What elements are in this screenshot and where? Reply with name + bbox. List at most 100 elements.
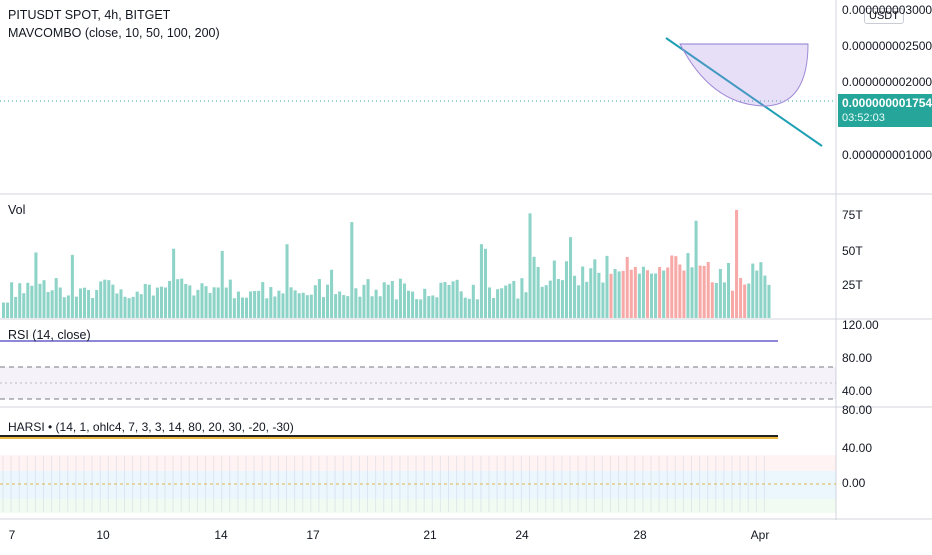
- volume-bar: [103, 279, 107, 318]
- volume-bar: [435, 297, 439, 318]
- volume-bar: [155, 287, 159, 318]
- volume-bar: [731, 290, 735, 318]
- volume-bar: [654, 273, 658, 318]
- volume-bar: [54, 278, 58, 318]
- volume-bar: [455, 279, 459, 318]
- volume-bar: [641, 266, 645, 318]
- volume-bar: [200, 283, 204, 318]
- volume-bar: [674, 256, 678, 318]
- volume-bar: [423, 288, 427, 318]
- volume-bar: [34, 252, 38, 318]
- volume-bar: [70, 254, 74, 318]
- volume-bar: [261, 282, 265, 318]
- volume-bar: [168, 280, 172, 318]
- volume-bar: [528, 213, 532, 318]
- volume-bar: [216, 287, 220, 318]
- volume-bar: [212, 287, 216, 318]
- harsi-pane-title[interactable]: HARSI • (14, 1, ohlc4, 7, 3, 3, 14, 80, …: [8, 420, 294, 434]
- volume-bar: [722, 282, 726, 318]
- volume-bar: [224, 287, 228, 318]
- volume-bar: [706, 262, 710, 318]
- volume-bar: [678, 264, 682, 318]
- volume-bar: [95, 290, 99, 318]
- harsi-os-zone: [0, 499, 836, 513]
- volume-bar: [633, 267, 637, 318]
- volume-bar: [407, 290, 411, 318]
- time-tick-24: 24: [515, 528, 529, 542]
- volume-bar: [249, 291, 253, 318]
- time-tick-apr: Apr: [750, 528, 770, 542]
- cup-pattern-shape: [679, 43, 809, 107]
- volume-bar: [62, 297, 66, 318]
- volume-bar: [127, 298, 131, 318]
- volume-bar: [22, 293, 26, 318]
- volume-bar: [496, 289, 500, 318]
- volume-bar: [560, 280, 564, 318]
- volume-bar: [297, 293, 301, 318]
- rsi-label-40: 40.00: [842, 384, 873, 398]
- volume-bar: [277, 290, 281, 318]
- volume-bar: [402, 283, 406, 318]
- volume-bar: [747, 283, 751, 318]
- volume-bar: [479, 244, 483, 318]
- volume-bar: [83, 287, 87, 318]
- harsi-label-0: 0.00: [842, 476, 866, 490]
- volume-bar: [726, 262, 730, 318]
- rsi-label-80: 80.00: [842, 351, 873, 365]
- mavcombo-indicator-label[interactable]: MAVCOMBO (close, 10, 50, 100, 200): [8, 26, 220, 40]
- descending-trendline: [665, 37, 823, 147]
- volume-bar: [14, 296, 18, 318]
- volume-bar: [751, 263, 755, 318]
- volume-bar: [50, 290, 54, 318]
- volume-bar: [394, 299, 398, 318]
- currency-badge[interactable]: USDT: [864, 8, 904, 24]
- volume-bar: [176, 279, 180, 318]
- volume-bar: [66, 295, 70, 318]
- symbol-title[interactable]: PITUSDT SPOT, 4h, BITGET: [8, 8, 171, 22]
- volume-bar: [524, 292, 528, 318]
- volume-bar: [46, 291, 50, 318]
- price-label-1000: 0.000000001000: [842, 148, 932, 162]
- rsi-pane-title[interactable]: RSI (14, close): [8, 328, 91, 342]
- volume-bar: [483, 248, 487, 318]
- volume-bar: [755, 270, 759, 318]
- volume-bar: [151, 295, 155, 318]
- volume-pane-title[interactable]: Vol: [8, 203, 26, 217]
- volume-bar: [411, 291, 415, 318]
- volume-bar: [334, 294, 338, 318]
- volume-bar: [597, 272, 601, 318]
- volume-bar: [666, 267, 670, 318]
- volume-bar: [763, 275, 767, 318]
- volume-bar: [532, 256, 536, 318]
- volume-bar: [512, 280, 516, 318]
- rsi-label-120: 120.00: [842, 318, 879, 332]
- price-label-3000: 0.000000003000: [842, 3, 932, 17]
- volume-bar: [370, 296, 374, 318]
- volume-bar: [326, 284, 330, 318]
- time-tick-14: 14: [214, 528, 228, 542]
- volume-bar: [338, 291, 342, 318]
- volume-bar: [293, 290, 297, 318]
- volume-bar: [342, 295, 346, 318]
- volume-bar: [58, 287, 62, 318]
- volume-bar: [374, 289, 378, 318]
- volume-bar: [139, 294, 143, 318]
- volume-bar: [690, 267, 694, 318]
- volume-bar: [536, 267, 540, 318]
- volume-bar: [87, 290, 91, 318]
- volume-bar: [301, 292, 305, 318]
- volume-bar: [10, 282, 14, 318]
- harsi-label-80: 80.00: [842, 403, 873, 417]
- volume-bar: [759, 262, 763, 318]
- volume-bar: [459, 291, 463, 318]
- volume-bar: [609, 273, 613, 318]
- volume-bar: [330, 269, 334, 318]
- volume-bar: [2, 302, 6, 318]
- volume-bar: [159, 286, 163, 318]
- volume-bar: [180, 278, 184, 318]
- volume-bar: [232, 298, 236, 318]
- volume-bar: [467, 298, 471, 318]
- volume-bar: [714, 282, 718, 318]
